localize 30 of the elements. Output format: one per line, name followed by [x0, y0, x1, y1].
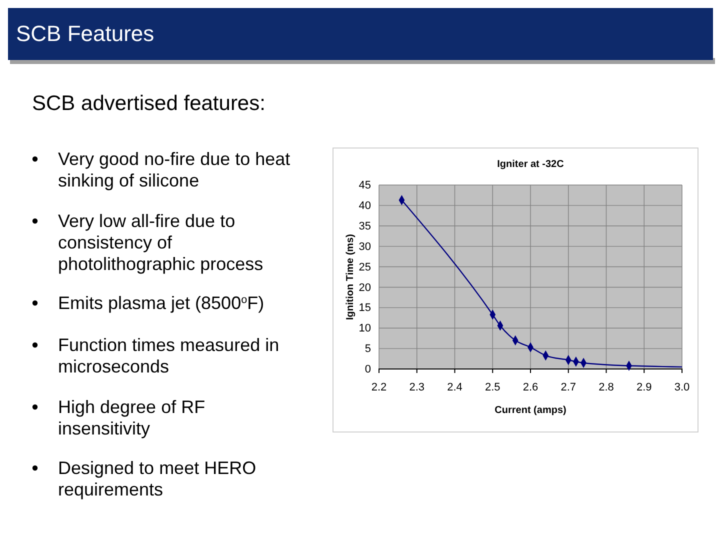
text: Very low all-fire due to consistency of photolithographic process	[58, 211, 264, 274]
text: SCB advertised features:	[32, 92, 266, 115]
y-tick-label: 15	[358, 302, 371, 314]
y-tick-label: 0	[364, 364, 371, 376]
x-tick-label: 2.2	[371, 381, 387, 394]
x-axis-title: Current (amps)	[494, 405, 566, 416]
text: SCB Features	[16, 21, 154, 46]
x-tick-label: 2.9	[636, 381, 652, 394]
x-tick-label: 3.0	[674, 381, 690, 394]
y-tick-label: 35	[358, 220, 371, 232]
x-tick-label: 2.6	[522, 381, 538, 394]
y-tick-label: 5	[364, 343, 371, 356]
y-axis-title: Ignition Time (ms)	[345, 234, 356, 320]
x-tick-label: 2.7	[560, 381, 576, 394]
text: High degree of RF insensitivity	[58, 397, 206, 438]
x-tick-label: 2.4	[447, 381, 462, 394]
chart-title: Igniter at -32C	[497, 159, 564, 170]
y-tick-label: 45	[358, 180, 371, 192]
x-tick-label: 2.5	[484, 381, 500, 394]
x-tick-label: 2.8	[598, 381, 614, 394]
text: Designed to meet HERO requirements	[58, 458, 256, 500]
y-tick-label: 25	[358, 261, 371, 274]
y-tick-label: 20	[358, 282, 371, 294]
y-tick-label: 10	[358, 322, 371, 335]
text: Emits plasma jet (8500$^{o}$F)	[58, 293, 264, 313]
x-tick-label: 2.3	[409, 381, 425, 394]
y-tick-label: 30	[358, 240, 371, 253]
text: Very good no-fire due to heat sinking of silicone	[58, 149, 290, 190]
y-tick-label: 40	[358, 200, 371, 212]
text: Function times measured in microseconds	[58, 335, 280, 376]
